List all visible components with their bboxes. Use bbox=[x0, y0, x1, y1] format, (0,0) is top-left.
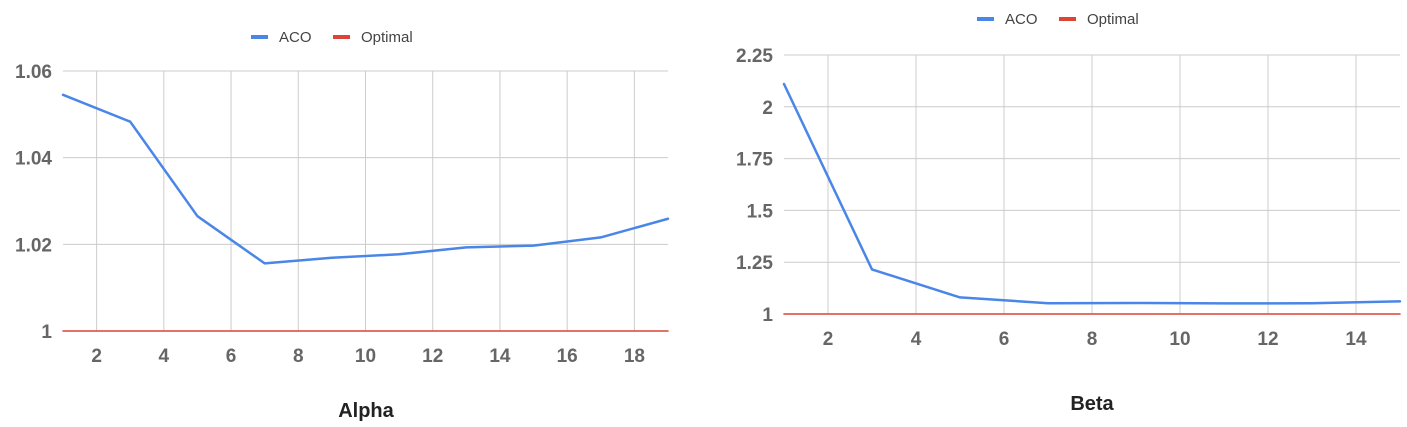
x-tick-label: 6 bbox=[226, 346, 237, 367]
legend: ACO Optimal bbox=[251, 29, 413, 46]
x-tick-label: 18 bbox=[624, 346, 645, 367]
x-tick-label: 10 bbox=[355, 346, 376, 367]
y-tick-label: 1 bbox=[41, 322, 52, 343]
y-tick-label: 1.02 bbox=[15, 235, 52, 256]
x-axis-title: Alpha bbox=[338, 400, 394, 422]
legend-entry: ACO bbox=[1005, 11, 1038, 28]
y-tick-label: 2 bbox=[762, 98, 773, 119]
y-tick-label: 1.75 bbox=[736, 150, 773, 171]
x-axis-title: Beta bbox=[1070, 393, 1114, 415]
x-tick-label: 16 bbox=[557, 346, 578, 367]
x-tick-label: 6 bbox=[999, 329, 1010, 350]
y-tick-label: 1.06 bbox=[15, 62, 52, 83]
y-tick-label: 1.5 bbox=[747, 201, 774, 222]
x-tick-label: 4 bbox=[911, 329, 922, 350]
y-tick-label: 2.25 bbox=[736, 46, 773, 67]
legend-entry: Optimal bbox=[361, 29, 413, 46]
legend-swatch bbox=[1059, 17, 1076, 21]
x-tick-label: 8 bbox=[1087, 329, 1098, 350]
legend-entry: ACO bbox=[279, 29, 312, 46]
x-tick-label: 12 bbox=[422, 346, 443, 367]
legend-swatch bbox=[333, 35, 350, 39]
legend-swatch bbox=[977, 17, 994, 21]
legend-swatch bbox=[251, 35, 268, 39]
aco-series-line bbox=[782, 82, 1402, 305]
x-tick-label: 2 bbox=[91, 346, 102, 367]
legend-entry: Optimal bbox=[1087, 11, 1139, 28]
chart-2: 2 4 6 8 10 12 14 1 1.25 1.5 1.75 2 2.25 ACO Optimal Bet… bbox=[736, 11, 1402, 415]
x-tick-label: 8 bbox=[293, 346, 304, 367]
x-tick-label: 12 bbox=[1257, 329, 1278, 350]
x-tick-label: 14 bbox=[489, 346, 511, 367]
aco-series-line bbox=[61, 93, 670, 265]
x-tick-label: 2 bbox=[823, 329, 834, 350]
chart-1: 2 4 6 8 10 12 14 16 18 1 1.02 1.04 1.06 ACO Optimal Alp… bbox=[15, 29, 670, 422]
y-tick-label: 1 bbox=[762, 305, 773, 326]
y-tick-label: 1.25 bbox=[736, 253, 773, 274]
legend: ACO Optimal bbox=[977, 11, 1139, 28]
x-tick-label: 4 bbox=[159, 346, 170, 367]
y-tick-label: 1.04 bbox=[15, 149, 52, 170]
x-tick-label: 10 bbox=[1169, 329, 1190, 350]
x-tick-label: 14 bbox=[1345, 329, 1367, 350]
